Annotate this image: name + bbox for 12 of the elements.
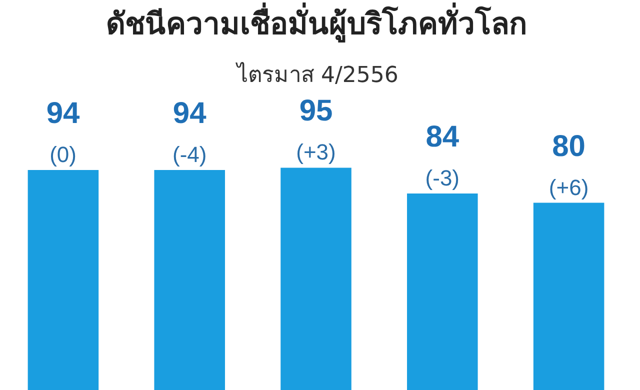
data-label: 95 (+3) (296, 94, 336, 165)
data-label: 80 (+6) (548, 130, 589, 200)
data-label: 94 (0) (46, 97, 80, 168)
chart-subtitle: ไตรมาส 4/2556 (235, 62, 398, 88)
data-label: 94 (-4) (172, 97, 207, 168)
bar (407, 193, 478, 390)
bar (533, 202, 604, 390)
data-label: 84 (-3) (425, 120, 460, 190)
bar (28, 170, 99, 390)
chart-title: ดัชนีความเชื่อมั่นผู้บริโภคทั่วโลก (106, 2, 527, 43)
bar (154, 170, 225, 390)
bar (280, 168, 352, 390)
